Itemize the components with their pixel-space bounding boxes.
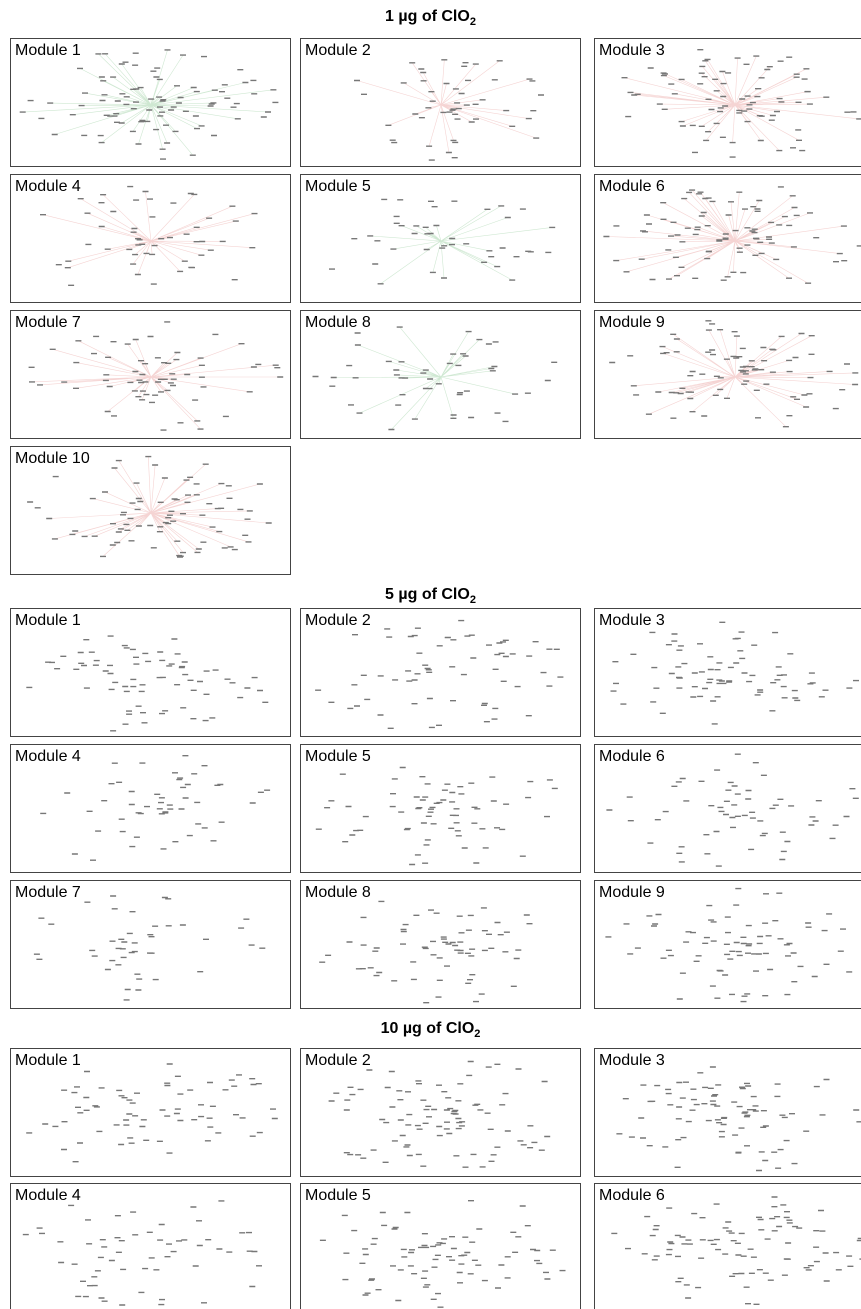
module-label: Module 5 [305, 1187, 371, 1205]
network-nodes [23, 1201, 262, 1305]
module-label: Module 1 [15, 612, 81, 630]
module-label: Module 5 [305, 748, 371, 766]
network-nodes [354, 60, 544, 160]
module-panel: Module 6 [594, 174, 861, 303]
network-edges [370, 206, 552, 284]
module-label: Module 6 [599, 748, 665, 766]
module-panel: Module 2 [300, 608, 581, 737]
module-label: Module 3 [599, 1052, 665, 1070]
module-label: Module 3 [599, 612, 665, 630]
module-panel: Module 7 [10, 880, 291, 1009]
title-subscript: 2 [470, 16, 476, 28]
network-nodes [320, 1201, 566, 1308]
network-nodes [40, 756, 270, 861]
module-label: Module 2 [305, 1052, 371, 1070]
title-text: 10 µg of ClO [381, 1020, 475, 1037]
network-edges [606, 190, 844, 283]
module-label: Module 4 [15, 748, 81, 766]
module-panel: Module 8 [300, 310, 581, 439]
section-title: 10 µg of ClO2 [0, 1020, 861, 1040]
network-nodes [315, 621, 563, 729]
network-nodes [319, 901, 532, 1002]
module-panel: Module 9 [594, 880, 861, 1009]
title-text: 5 µg of ClO [385, 586, 470, 603]
section-title: 1 µg of ClO2 [0, 8, 861, 28]
module-label: Module 8 [305, 314, 371, 332]
title-subscript: 2 [474, 1028, 480, 1040]
module-panel: Module 1 [10, 38, 291, 167]
network-nodes [34, 896, 265, 1000]
module-label: Module 9 [599, 314, 665, 332]
network-nodes [329, 1062, 551, 1168]
module-label: Module 7 [15, 314, 81, 332]
module-panel: Module 2 [300, 1048, 581, 1177]
network-nodes [27, 457, 272, 557]
network-edges [23, 50, 274, 155]
title-subscript: 2 [470, 594, 476, 606]
network-nodes [605, 889, 852, 1002]
module-label: Module 8 [305, 884, 371, 902]
network-nodes [40, 187, 258, 286]
module-label: Module 6 [599, 178, 665, 196]
network-nodes [313, 327, 558, 429]
module-label: Module 4 [15, 178, 81, 196]
network-nodes [26, 636, 268, 731]
figure: 1 µg of ClO2Module 1Module 2Module 3Modu… [0, 0, 861, 1309]
module-label: Module 3 [599, 42, 665, 60]
module-panel: Module 5 [300, 1183, 581, 1309]
module-panel: Module 6 [594, 1183, 861, 1309]
network-nodes [26, 1064, 278, 1162]
network-nodes [316, 768, 558, 865]
module-panel: Module 10 [10, 446, 291, 575]
network-edges [43, 192, 255, 275]
network-nodes [622, 50, 861, 157]
module-panel: Module 1 [10, 608, 291, 737]
network-edges [49, 457, 269, 557]
module-panel: Module 3 [594, 608, 861, 737]
module-label: Module 6 [599, 1187, 665, 1205]
module-panel: Module 2 [300, 38, 581, 167]
module-label: Module 4 [15, 1187, 81, 1205]
network-edges [32, 340, 280, 430]
module-label: Module 1 [15, 1052, 81, 1070]
module-panel: Module 4 [10, 1183, 291, 1309]
module-panel: Module 7 [10, 310, 291, 439]
module-panel: Module 6 [594, 744, 861, 873]
module-panel: Module 5 [300, 744, 581, 873]
module-panel: Module 3 [594, 1048, 861, 1177]
network-nodes [603, 187, 861, 283]
module-panel: Module 5 [300, 174, 581, 303]
module-label: Module 9 [599, 884, 665, 902]
module-label: Module 1 [15, 42, 81, 60]
module-panel: Module 1 [10, 1048, 291, 1177]
title-text: 1 µg of ClO [385, 8, 470, 25]
network-edges [357, 60, 536, 153]
network-edges [334, 327, 515, 429]
module-label: Module 5 [305, 178, 371, 196]
section-title: 5 µg of ClO2 [0, 586, 861, 606]
network-edges [625, 56, 860, 151]
module-panel: Module 9 [594, 310, 861, 439]
module-label: Module 10 [15, 450, 90, 468]
network-nodes [606, 754, 858, 866]
network-nodes [611, 622, 860, 724]
network-edges [634, 330, 856, 427]
module-panel: Module 8 [300, 880, 581, 1009]
module-panel: Module 4 [10, 174, 291, 303]
module-label: Module 2 [305, 612, 371, 630]
network-nodes [611, 1197, 861, 1304]
network-nodes [616, 1067, 861, 1171]
module-panel: Module 4 [10, 744, 291, 873]
module-label: Module 2 [305, 42, 371, 60]
module-label: Module 7 [15, 884, 81, 902]
module-panel: Module 3 [594, 38, 861, 167]
